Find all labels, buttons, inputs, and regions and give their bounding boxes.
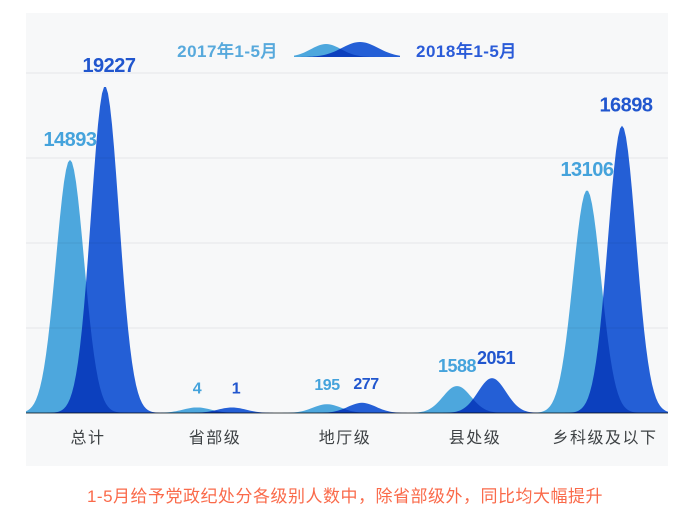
legend-label-2018: 2018年1-5月 [416, 41, 517, 61]
category-label: 县处级 [449, 429, 502, 447]
overlapping-peaks-legend-icon [294, 41, 400, 57]
value-label: 4 [193, 380, 202, 397]
value-label: 2051 [477, 348, 516, 368]
value-label: 14893 [43, 129, 96, 151]
value-label: 13106 [560, 159, 613, 181]
chart-legend: 2017年1-5月 2018年1-5月 [26, 38, 668, 61]
legend-hump-2017 [294, 43, 400, 57]
legend-hump-2018 [294, 41, 400, 57]
value-label: 1 [232, 380, 241, 397]
category-label: 省部级 [189, 429, 242, 447]
value-label: 16898 [599, 95, 652, 117]
value-label: 277 [353, 376, 379, 393]
category-label: 地厅级 [319, 429, 372, 447]
series-area-2018年1-5月 [26, 86, 668, 413]
value-label: 195 [314, 377, 340, 394]
category-label: 总计 [70, 429, 105, 447]
caption-text: 1-5月给予党政纪处分各级别人数中，除省部级外，同比均大幅提升 [86, 487, 604, 506]
value-label: 19227 [82, 55, 135, 77]
category-label: 乡科级及以下 [552, 429, 657, 447]
value-label: 1588 [438, 356, 477, 376]
legend-label-2017: 2017年1-5月 [177, 41, 278, 61]
